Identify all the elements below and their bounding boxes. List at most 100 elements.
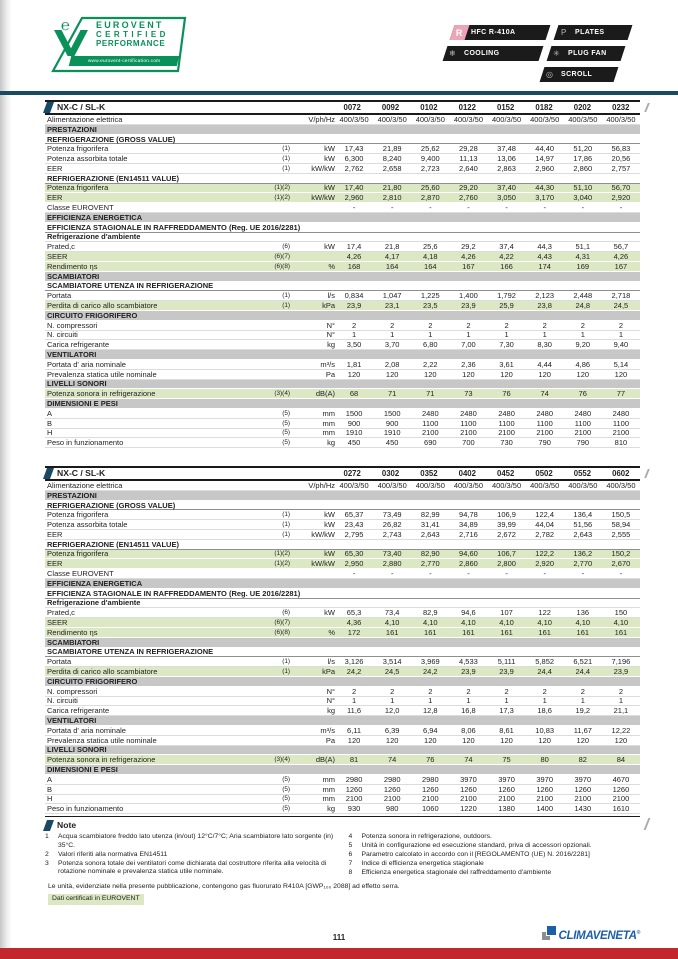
row-value: 68 [349,389,359,399]
row-value: - [429,569,432,579]
row-value: 6,80 [423,340,438,350]
row-value: 23,9 [499,667,514,677]
row-value: 9,40 [613,340,629,350]
row-value: 7,30 [499,340,514,350]
table-title: NX-C / SL-K [57,468,106,478]
note-item: 5 Unità in configurazione ed esecuzione s… [349,842,641,851]
row-value: 2480 [421,408,439,418]
table-row: REFRIGERAZIONE (EN14511 VALUE) [45,540,640,550]
row-label: Alimentazione elettrica [47,480,123,490]
table-row: PRESTAZIONI [45,491,640,501]
table-row: EER (1)(2) kW/kW 2,960 2,810 2,870 2,760 3,050 3… [45,193,640,204]
row-value: 65,37 [344,510,364,520]
row-value: 900 [385,418,399,428]
row-unit: kg [327,804,335,814]
row-value: 25,60 [420,183,440,193]
row-value: 2,920 [611,193,631,203]
row-unit: mm [322,794,336,804]
row-unit: kW [324,520,335,530]
table-row: SCAMBIATORI [45,638,640,648]
table-row: SEER (6)(7) 4,36 4,10 4,10 4,10 4,10 4,10 4,10 4,… [45,618,640,628]
row-value: 77 [616,389,626,399]
row-value: 65,3 [346,608,362,618]
table-header-row: NX-C / SL-K 0272 0302 0352 0402 0452 0502 0552 0… [42,466,649,481]
row-value: 75 [502,755,511,765]
row-value: 1500 [383,408,401,418]
table-row: Portata (1) l/s 3,126 3,514 3,969 4,533 5,111 5,… [45,657,640,668]
row-value: 23,1 [384,301,400,311]
row-value: 2100 [536,428,554,438]
table-row: Portata d' aria nominale m³/s 1,81 2,08 2,22… [45,360,640,370]
row-value: - [619,203,623,213]
row-value: 1260 [421,784,439,794]
row-value: 17,4 [346,242,362,252]
row-value: 39,99 [497,520,516,530]
table-row: Alimentazione elettrica V/ph/Hz 400/3/50 40… [45,115,640,125]
row-value: 12,22 [611,725,631,735]
row-unit: mm [322,784,336,794]
section-label: PRESTAZIONI [47,124,97,134]
note-number: 1 [45,833,49,840]
table-row: A (5) mm 1500 1500 2480 2480 2480 2480 2480 2480 [45,409,640,419]
row-value: 1400 [536,804,554,814]
model-header: 0302 [381,469,400,478]
row-value: 4,22 [499,252,514,262]
note-item: 1 Acqua scambiatore freddo lato utenza (i… [45,833,337,850]
table-row: Alimentazione elettrica V/ph/Hz 400/3/50 40… [45,481,640,491]
row-value: 2100 [460,428,477,438]
row-value: 2100 [612,428,630,438]
row-value: 150,2 [611,549,631,559]
row-value: 1060 [421,804,439,814]
section-label: REFRIGERAZIONE (EN14511 VALUE) [47,539,179,549]
table-row: A (5) mm 2980 2980 2980 3970 3970 3970 3970 4670 [45,775,640,785]
row-value: 2,760 [459,193,478,203]
row-value: 400/3/50 [568,480,598,490]
table-row: Carica refrigerante kg 11,6 12,0 12,8 16,8 17,… [45,706,640,717]
model-header: 0092 [381,103,400,112]
row-value: 107 [500,608,513,618]
row-label: Carica refrigerante [47,340,110,350]
note-item: 2 Valori riferiti alla normativa EN14511 [45,851,337,860]
row-value: 3970 [536,774,554,784]
row-value: 106,7 [497,549,516,559]
row-value: 980 [385,804,399,814]
spec-table-1: NX-C / SL-K 0072 0092 0102 0122 0152 0182 0202 0… [42,100,649,449]
certification-badge: ◎ SCROLL [539,67,619,82]
table-row: H (5) mm 1910 1910 2100 2100 2100 2100 2100 2100 [45,428,640,439]
row-value: 16,8 [461,706,476,716]
badges-left-column: R HFC R-410A ❄ COOLING [442,25,551,67]
row-value: 44,30 [535,183,555,193]
table-row: SCAMBIATORE UTENZA IN REFRIGERAZIONE [45,647,640,658]
row-unit: V/ph/Hz [308,114,335,124]
row-value: 11,13 [459,154,478,164]
row-unit: kW [324,154,335,164]
row-value: 1100 [536,418,553,428]
row-value: 94,6 [461,608,476,618]
row-value: 150 [614,608,628,618]
table-row: Prevalenza statica utile nominale Pa 120 12… [45,370,640,380]
badge-label: SCROLL [561,71,593,78]
note-item: 3 Potenza sonora totale dei ventilatori c… [45,860,337,877]
row-value: 2100 [574,428,592,438]
row-value: 5,852 [535,657,555,667]
model-header: 0552 [573,469,592,478]
row-value: 400/3/50 [530,480,560,490]
row-value: 76 [502,389,511,399]
row-value: 34,89 [459,520,478,530]
row-value: 3,126 [344,657,364,667]
row-label: Prated,c [47,608,75,618]
row-value: 3970 [498,774,515,784]
footer-red-bar [0,948,678,959]
table-row: VENTILATORI [45,716,640,726]
row-value: 1260 [612,784,630,794]
table-row: EER (1)(2) kW/kW 2,950 2,880 2,770 2,860 2,800 2… [45,559,640,570]
row-value: 2,782 [535,529,555,539]
row-label: H [47,428,53,438]
row-value: 2,880 [382,559,402,569]
row-value: 690 [424,438,437,448]
row-value: 73 [464,389,473,399]
row-unit: mm [322,774,336,784]
row-unit: % [328,627,335,637]
row-note-ref: (1) [282,668,290,676]
row-value: 6,300 [344,154,364,164]
